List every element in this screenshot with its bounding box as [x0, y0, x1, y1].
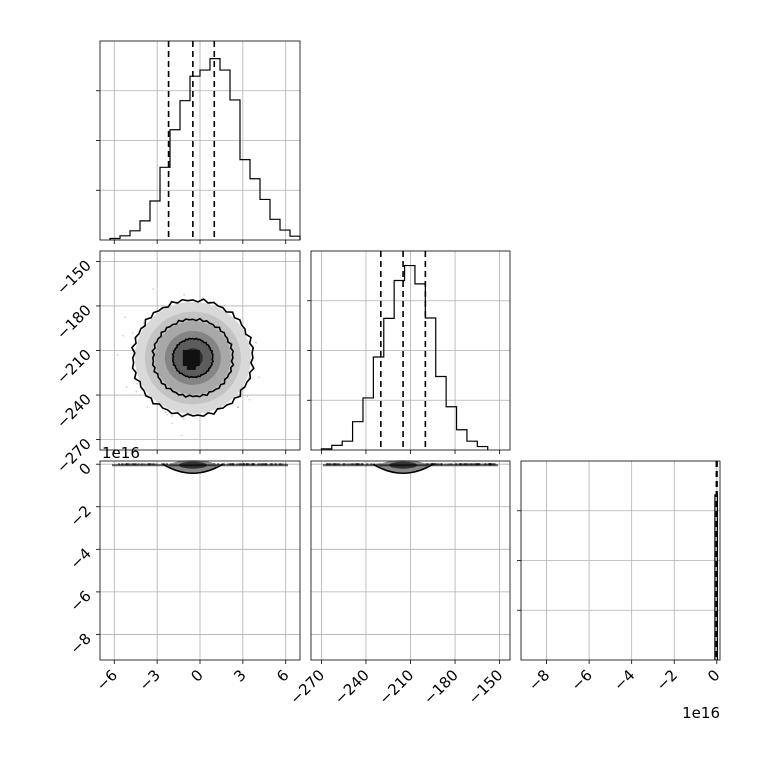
x-tick-label-col2: −180 [420, 666, 462, 708]
x-tick-label-col2: −150 [465, 666, 507, 708]
contour-level-3 [130, 298, 255, 418]
scatter-point [143, 321, 145, 324]
x-tick-label-col1: 3 [230, 666, 249, 685]
x-tick-label-col1: −3 [136, 666, 164, 694]
scatter-point [116, 353, 119, 356]
contour-level-2 [151, 317, 235, 399]
scatter-point [124, 316, 127, 319]
x-tick-label-col3: −8 [525, 666, 553, 694]
x-tick-label-col3: −6 [568, 666, 596, 694]
x-tick-label-col3: 0 [704, 666, 723, 685]
y-tick-label-row2: −210 [53, 346, 95, 388]
y-tick-label-row3: −2 [66, 502, 94, 530]
hist-grid-3 [521, 461, 720, 660]
scatter-point [135, 390, 138, 393]
y-tick-label-row2: −180 [53, 301, 95, 343]
scatter-point [246, 395, 249, 398]
scatter-point [248, 398, 251, 401]
x-tick-label-col3: −4 [610, 666, 638, 694]
hist-frame-3 [520, 460, 721, 661]
density-pixel [182, 349, 192, 358]
y-tick-label-row2: −240 [53, 390, 95, 432]
y-tick-label-row2: −150 [53, 256, 95, 298]
scatter-point [146, 406, 149, 408]
scatter-point [182, 417, 185, 420]
contour-level-1 [171, 337, 215, 379]
hist-grid-2 [311, 251, 510, 450]
scatter-point [183, 293, 186, 296]
contour-band [162, 463, 224, 474]
scatter-point [125, 386, 128, 388]
scatter-point [180, 434, 183, 437]
x-tick-label-col2: −270 [286, 666, 328, 708]
x-tick-label-col1: 6 [273, 666, 292, 685]
density-pixel [190, 349, 200, 358]
y-tick-label-row3: −8 [66, 630, 94, 658]
y-offset-label: 1e16 [102, 444, 140, 462]
y-tick-label-row3: 0 [75, 459, 94, 478]
density-pixel [186, 361, 196, 370]
scatter-point [236, 406, 239, 409]
panel-row3-col2-grid [311, 461, 510, 660]
scatter-point [136, 382, 138, 385]
x-tick-label-col2: −210 [375, 666, 417, 708]
x-tick-label-col3: −2 [653, 666, 681, 694]
contour-band [372, 463, 434, 474]
scatter-point [122, 334, 125, 337]
scatter-point [164, 411, 167, 414]
x-tick-label-col2: −240 [331, 666, 373, 708]
y-tick-label-row3: −4 [66, 544, 94, 572]
panel-row3-col1-grid [100, 461, 300, 660]
scatter-point [223, 304, 226, 307]
histogram-step-2 [320, 264, 489, 450]
x-tick-label-col1: −6 [93, 666, 121, 694]
scatter-point [258, 376, 260, 379]
scatter-point [152, 288, 155, 291]
scatter-point [237, 406, 240, 409]
scatter-point [166, 413, 169, 416]
x-offset-label: 1e16 [682, 704, 720, 722]
scatter-point [131, 332, 134, 335]
y-tick-label-row3: −6 [66, 587, 94, 615]
x-tick-label-col1: 0 [187, 666, 206, 685]
scatter-point [255, 341, 257, 344]
histogram-step-1 [109, 58, 301, 240]
scatter-point [170, 415, 173, 417]
scatter-point [171, 422, 174, 425]
